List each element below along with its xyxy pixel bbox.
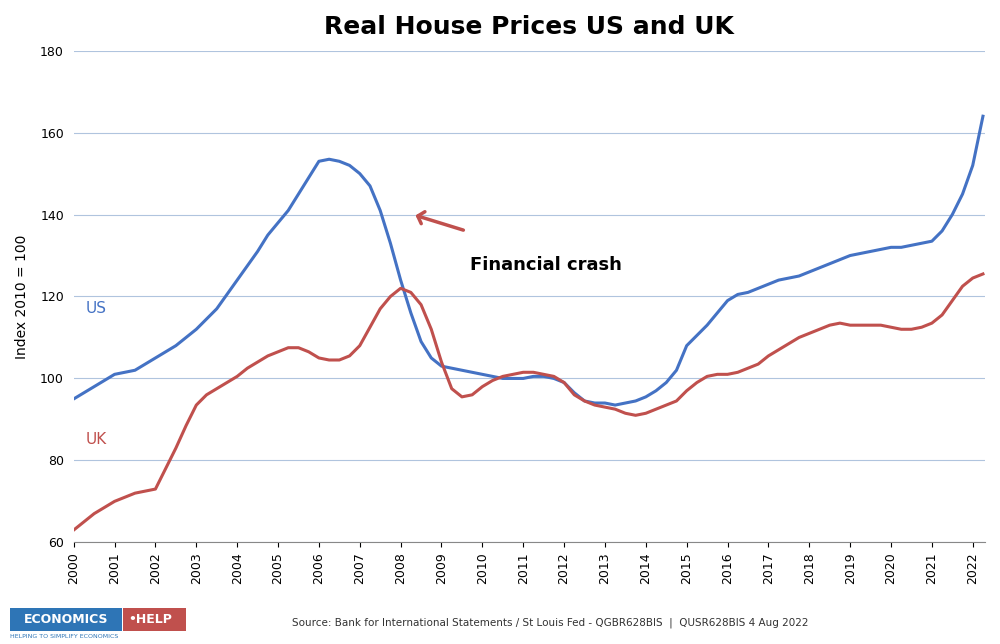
Text: UK: UK — [86, 432, 107, 447]
Title: Real House Prices US and UK: Real House Prices US and UK — [324, 15, 734, 39]
Text: US: US — [86, 301, 107, 316]
FancyBboxPatch shape — [10, 608, 122, 631]
Text: •HELP: •HELP — [128, 613, 172, 626]
Text: Source: Bank for International Statements / St Louis Fed - QGBR628BIS  |  QUSR62: Source: Bank for International Statement… — [292, 618, 808, 628]
Text: HELPING TO SIMPLIFY ECONOMICS: HELPING TO SIMPLIFY ECONOMICS — [10, 634, 118, 639]
Y-axis label: Index 2010 = 100: Index 2010 = 100 — [15, 234, 29, 359]
Text: Financial crash: Financial crash — [470, 256, 622, 274]
Text: ECONOMICS: ECONOMICS — [24, 613, 108, 626]
FancyBboxPatch shape — [123, 608, 186, 631]
